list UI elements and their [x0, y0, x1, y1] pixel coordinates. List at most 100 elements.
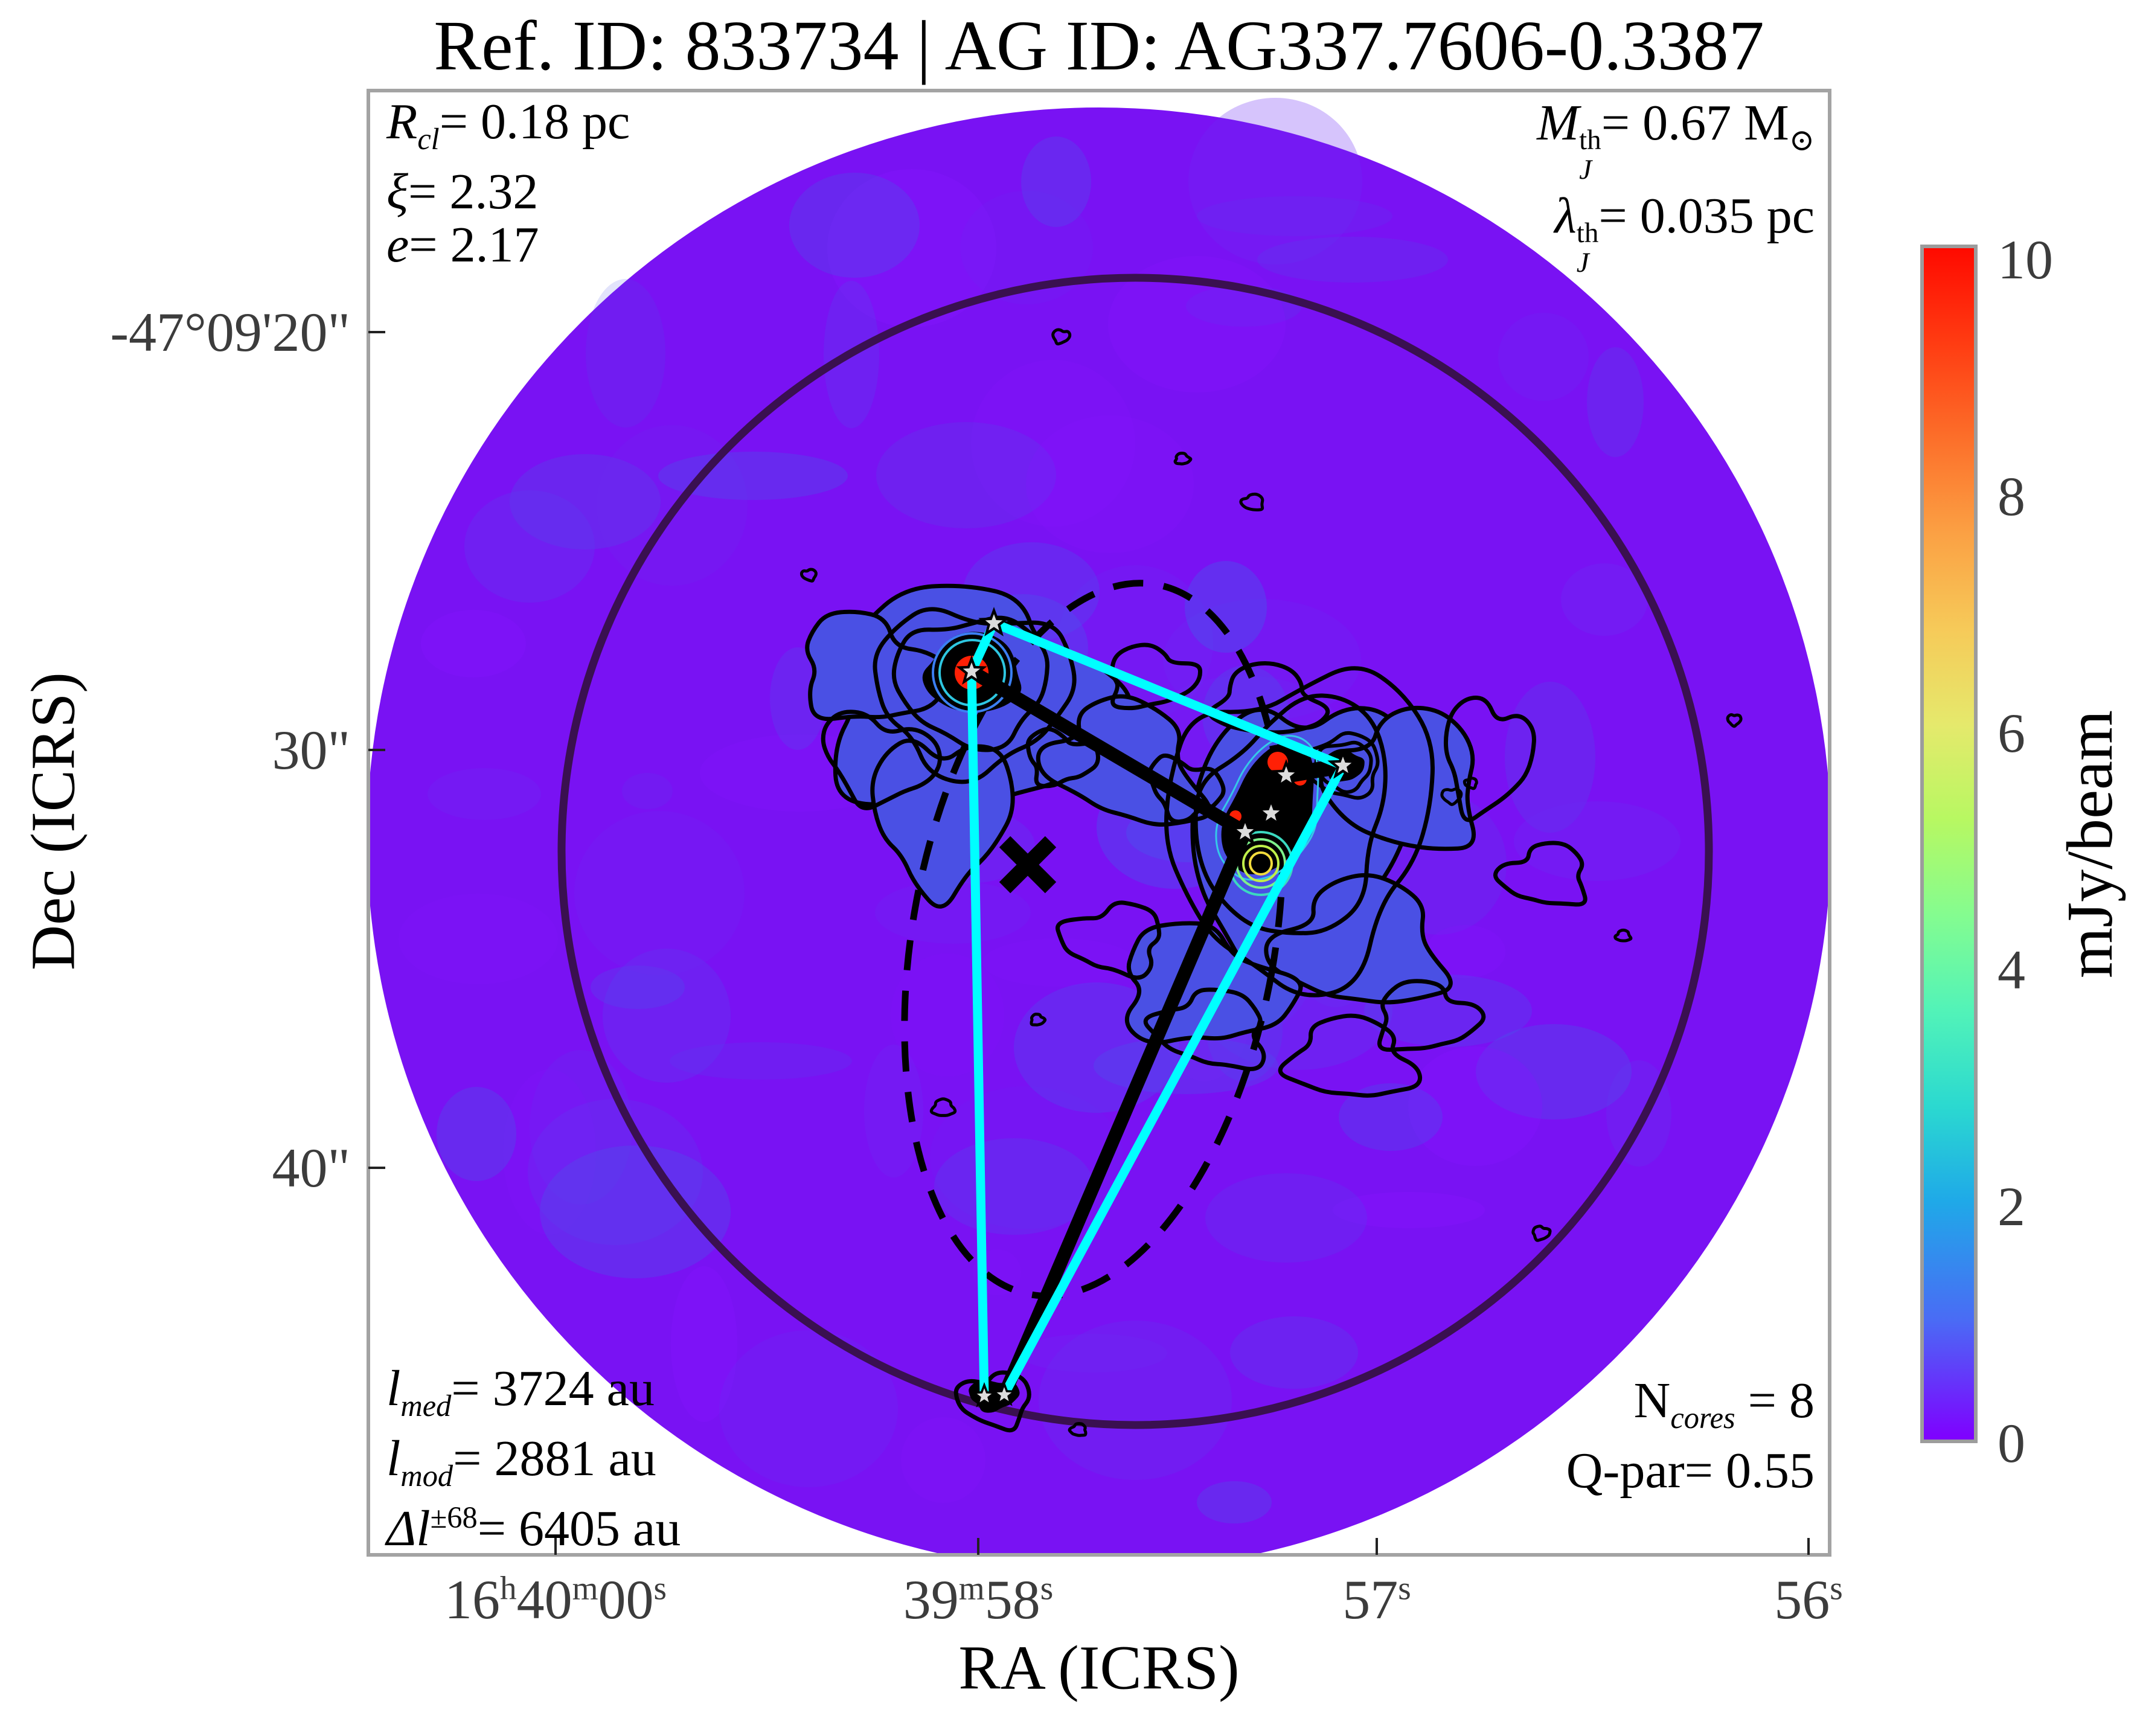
- contour-dot: [1726, 713, 1743, 728]
- figure-title: Ref. ID: 833734 | AG ID: AG337.7606-0.33…: [434, 6, 1764, 85]
- annotation-value: = 3724 au: [451, 1360, 655, 1417]
- core-star-marker: [956, 655, 987, 685]
- noise-blob: [671, 1266, 737, 1422]
- contour-ring: [1493, 841, 1588, 907]
- noise-blob: [1188, 98, 1362, 264]
- noise-blob: [901, 1417, 985, 1503]
- noise-blob: [864, 1045, 923, 1177]
- inner-contour-warm: [1242, 845, 1280, 882]
- annotation-bottom-left: lmed= 3724 au lmod= 2881 au Δl±68= 6405 au: [386, 1362, 681, 1555]
- noise-blob: [1197, 196, 1392, 236]
- annotation-line: e= 2.17: [386, 216, 630, 273]
- colorbar: [1920, 245, 1978, 1443]
- noise-blob: [530, 1050, 632, 1205]
- tick-superscript: m: [958, 1569, 985, 1607]
- mst-edge-black: [968, 665, 1249, 838]
- contour-dot: [799, 568, 818, 583]
- annotation-line: lmed= 3724 au: [386, 1360, 655, 1423]
- noise-blob: [1163, 599, 1361, 721]
- noise-blob: [1197, 1481, 1272, 1523]
- x-tick-label: 16h40m00s: [444, 1569, 667, 1630]
- core-star-marker: [1327, 749, 1359, 779]
- emission-region: [1264, 873, 1453, 1005]
- annotation-bottom-right: Ncores = 8 Q-par= 0.55: [1566, 1374, 1815, 1497]
- annotation-variable: R: [386, 94, 418, 150]
- annotation-variable: Δl: [386, 1500, 431, 1557]
- annotation-line: ξ= 2.32: [386, 165, 630, 219]
- contour-ring: [1056, 900, 1162, 980]
- contour-dot: [1440, 787, 1463, 806]
- noise-blob: [1498, 313, 1589, 401]
- annotation-line: Δl±68= 6405 au: [386, 1500, 681, 1557]
- tick-superscript: s: [1830, 1569, 1843, 1607]
- noise-blob: [437, 1087, 516, 1181]
- noise-blob: [464, 490, 595, 603]
- annotation-value: = 0.18 pc: [439, 94, 630, 150]
- noise-blob: [1426, 925, 1505, 978]
- noise-blob: [827, 169, 996, 327]
- annotation-value: = 0.035 pc: [1598, 188, 1815, 245]
- noise-blob: [510, 454, 661, 549]
- noise-blob: [1205, 1173, 1367, 1263]
- y-axis-label: Dec (ICRS): [18, 672, 88, 970]
- annotation-value: = 0.67 M: [1601, 95, 1789, 151]
- annotation-variable: l: [386, 1360, 401, 1417]
- annotation-variable: N: [1633, 1372, 1671, 1429]
- contour-ring: [1443, 696, 1536, 822]
- center-x-marker: [999, 836, 1057, 894]
- annotation-line: λ th J = 0.035 pc: [1537, 190, 1815, 283]
- colorbar-tick: 10: [1998, 229, 2053, 290]
- x-tick-label: 39m58s: [903, 1569, 1054, 1630]
- annotation-variable: ξ: [386, 163, 408, 220]
- core-star-marker: [1229, 816, 1261, 845]
- tick-superscript: s: [1398, 1569, 1411, 1607]
- contour-ring: [1025, 726, 1100, 789]
- noise-blob: [591, 966, 685, 1009]
- noise-blob: [1561, 563, 1648, 636]
- x-tick-label: 57s: [1342, 1569, 1411, 1630]
- annotation-value: = 2881 au: [453, 1430, 656, 1487]
- colorbar-tick: 2: [1998, 1176, 2025, 1237]
- y-tick-label: 40": [272, 1137, 350, 1199]
- tick-superscript: h: [499, 1569, 517, 1607]
- noise-blob: [770, 647, 825, 750]
- noise-blob: [1185, 561, 1267, 653]
- annotation-line: lmod= 2881 au: [386, 1430, 656, 1493]
- mst-edge-black: [998, 829, 1252, 1398]
- annotation-variable: l: [386, 1430, 401, 1487]
- contour-dot: [1030, 1013, 1047, 1027]
- annotation-variable: Q-par: [1566, 1442, 1685, 1499]
- colorbar-tick: 0: [1998, 1412, 2025, 1474]
- noise-blob: [719, 1330, 898, 1487]
- y-tick-label: -47°09'20": [110, 301, 350, 363]
- noise-blob: [1514, 801, 1680, 881]
- noise-blob: [960, 191, 1093, 304]
- tick-superscript: s: [1040, 1569, 1054, 1607]
- colorbar-tick: 8: [1998, 466, 2025, 527]
- annotation-value: = 2.17: [409, 216, 539, 273]
- mst-edge-cyan: [967, 671, 989, 1397]
- noise-blob: [658, 452, 848, 500]
- contour-dot: [929, 1097, 957, 1117]
- annotation-variable: e: [386, 216, 409, 273]
- noise-blob: [1257, 237, 1448, 283]
- mst-edge-cyan: [992, 619, 1345, 770]
- field-of-view-disk: [370, 107, 1828, 1553]
- x-axis-label: RA (ICRS): [958, 1633, 1240, 1703]
- colorbar-label: mJy/beam: [2054, 710, 2126, 978]
- noise-blob: [1039, 1321, 1232, 1480]
- noise-blob: [1230, 1316, 1358, 1389]
- noise-blob: [421, 610, 526, 677]
- annotation-value: = 8: [1735, 1372, 1815, 1429]
- noise-blob: [1339, 1083, 1443, 1151]
- noise-blob: [982, 938, 1136, 987]
- plot-area: [370, 98, 1828, 1553]
- contour-dot: [1068, 1422, 1088, 1437]
- noise-blob: [1019, 1334, 1167, 1372]
- core-star-marker: [1255, 797, 1287, 827]
- noise-blob: [399, 894, 558, 984]
- annotation-supsub: th J: [1576, 217, 1599, 279]
- noise-blob: [528, 1099, 703, 1245]
